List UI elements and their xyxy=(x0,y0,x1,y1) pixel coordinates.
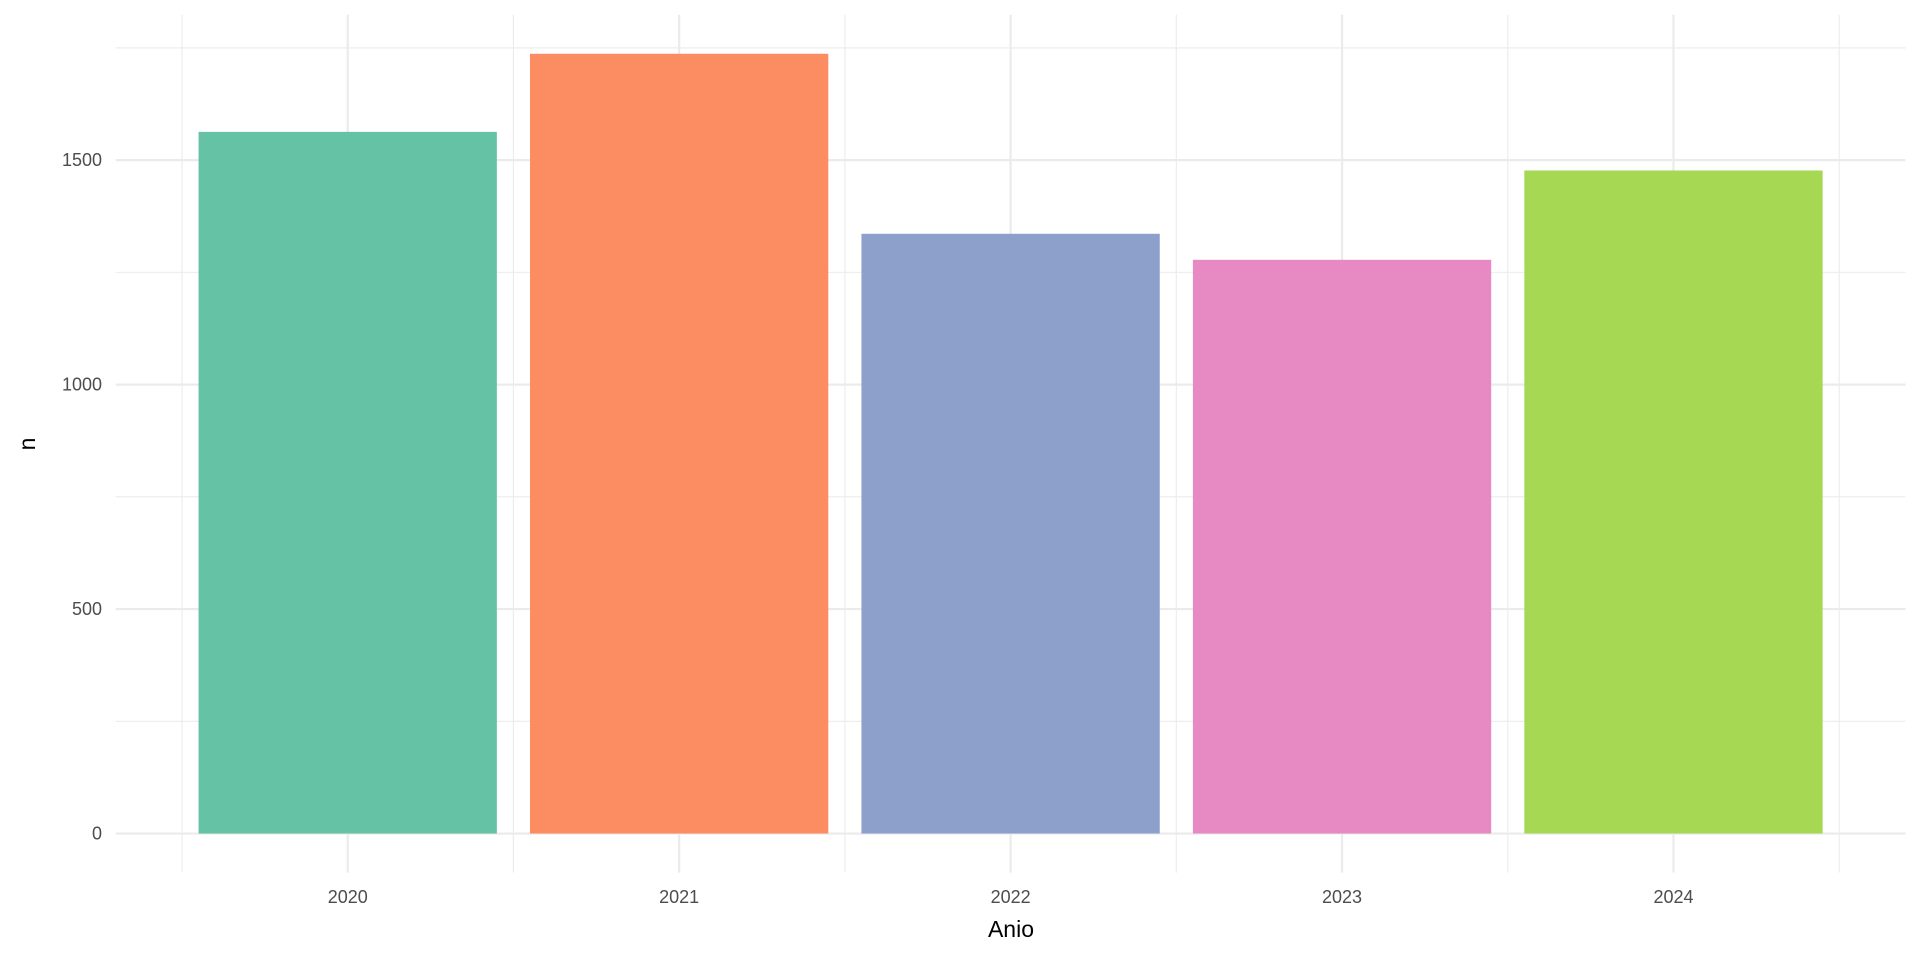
y-tick-labels: 0 500 1000 1500 xyxy=(62,150,102,843)
x-tick-label: 2023 xyxy=(1322,887,1362,907)
x-axis-title: Anio xyxy=(988,916,1034,942)
y-tick-label: 1500 xyxy=(62,150,102,170)
bar-2020 xyxy=(198,131,497,834)
bar-2021 xyxy=(530,53,829,834)
x-tick-labels: 2020 2021 2022 2023 2024 xyxy=(328,887,1694,907)
x-tick-label: 2020 xyxy=(328,887,368,907)
y-axis-title: n xyxy=(14,438,40,451)
x-tick-label: 2021 xyxy=(659,887,699,907)
x-tick-label: 2024 xyxy=(1653,887,1693,907)
y-tick-label: 1000 xyxy=(62,375,102,395)
y-tick-label: 500 xyxy=(72,599,102,619)
y-tick-label: 0 xyxy=(92,824,102,844)
bar-2022 xyxy=(861,233,1160,834)
bars xyxy=(198,53,1823,834)
x-tick-label: 2022 xyxy=(991,887,1031,907)
bar-2024 xyxy=(1524,170,1823,834)
bar-2023 xyxy=(1192,259,1492,834)
